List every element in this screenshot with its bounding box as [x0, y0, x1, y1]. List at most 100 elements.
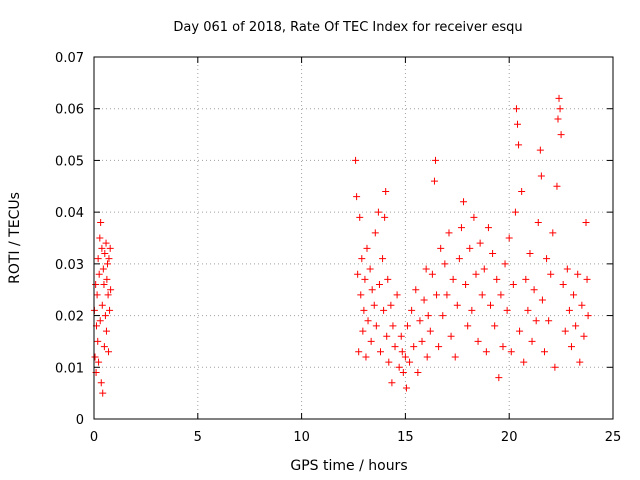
data-point [371, 229, 379, 237]
data-point [99, 389, 107, 397]
data-point [476, 239, 484, 247]
data-point [551, 363, 559, 371]
data-point [381, 213, 389, 221]
data-point [406, 358, 414, 366]
data-point [359, 327, 367, 335]
data-point [428, 270, 436, 278]
data-point [543, 255, 551, 263]
data-point [545, 317, 553, 325]
data-point [360, 306, 368, 314]
data-point [383, 332, 391, 340]
data-point [559, 281, 567, 289]
data-point [582, 218, 590, 226]
data-point [414, 368, 422, 376]
data-point [524, 306, 532, 314]
data-point [583, 275, 591, 283]
data-point [355, 348, 363, 356]
data-point [370, 301, 378, 309]
y-tick-label: 0.04 [55, 206, 84, 221]
data-point [495, 374, 503, 382]
data-point [537, 172, 545, 180]
data-point [557, 131, 565, 139]
data-point [540, 348, 548, 356]
data-point [464, 322, 472, 330]
data-point [549, 229, 557, 237]
data-point [487, 301, 495, 309]
data-point [364, 317, 372, 325]
data-point [99, 265, 107, 273]
data-point [93, 291, 101, 299]
data-points [90, 94, 592, 397]
data-point [460, 198, 468, 206]
data-point [561, 327, 569, 335]
data-point [435, 343, 443, 351]
y-tick-label: 0.05 [55, 154, 84, 169]
data-point [106, 306, 114, 314]
data-point [455, 255, 463, 263]
data-point [361, 275, 369, 283]
data-point [362, 353, 370, 361]
data-point [420, 296, 428, 304]
data-point [98, 244, 106, 252]
data-point [104, 291, 112, 299]
data-point [410, 343, 418, 351]
data-point [474, 337, 482, 345]
data-point [97, 218, 105, 226]
x-axis-label: GPS time / hours [290, 458, 407, 474]
data-point [374, 208, 382, 216]
data-point [100, 343, 108, 351]
data-point [357, 291, 365, 299]
x-tick-label: 10 [293, 430, 310, 445]
data-point [100, 281, 108, 289]
data-point [376, 348, 384, 356]
x-tick-label: 0 [90, 430, 98, 445]
data-point [516, 327, 524, 335]
data-point [532, 317, 540, 325]
data-point [480, 265, 488, 273]
x-tick-label: 20 [501, 430, 518, 445]
data-point [424, 312, 432, 320]
x-tick-label: 5 [194, 430, 202, 445]
data-point [367, 337, 375, 345]
data-point [530, 286, 538, 294]
data-point [103, 275, 111, 283]
y-axis-label: ROTI / TECUs [7, 192, 23, 284]
data-point [547, 270, 555, 278]
chart-title: Day 061 of 2018, Rate Of TEC Index for r… [173, 20, 522, 35]
data-point [578, 301, 586, 309]
data-point [101, 250, 109, 258]
data-point [395, 363, 403, 371]
data-point [482, 348, 490, 356]
data-point [401, 353, 409, 361]
data-point [96, 317, 104, 325]
data-point [102, 239, 110, 247]
data-point [493, 275, 501, 283]
data-point [515, 141, 523, 149]
data-point [511, 208, 519, 216]
data-point [422, 265, 430, 273]
data-point [441, 260, 449, 268]
data-point [503, 306, 511, 314]
data-point [416, 317, 424, 325]
plot-frame [93, 56, 614, 420]
data-point [385, 358, 393, 366]
data-point [433, 291, 441, 299]
data-point [106, 244, 114, 252]
data-point [399, 368, 407, 376]
data-point [472, 270, 480, 278]
data-point [366, 265, 374, 273]
data-point [449, 275, 457, 283]
data-point [484, 224, 492, 232]
data-point [354, 270, 362, 278]
data-point [101, 312, 109, 320]
data-point [91, 353, 99, 361]
data-point [95, 270, 103, 278]
data-point [368, 286, 376, 294]
data-point [499, 343, 507, 351]
data-point [489, 250, 497, 258]
data-point [426, 327, 434, 335]
data-point [553, 182, 561, 190]
data-point [384, 275, 392, 283]
data-point [445, 229, 453, 237]
data-point [576, 358, 584, 366]
